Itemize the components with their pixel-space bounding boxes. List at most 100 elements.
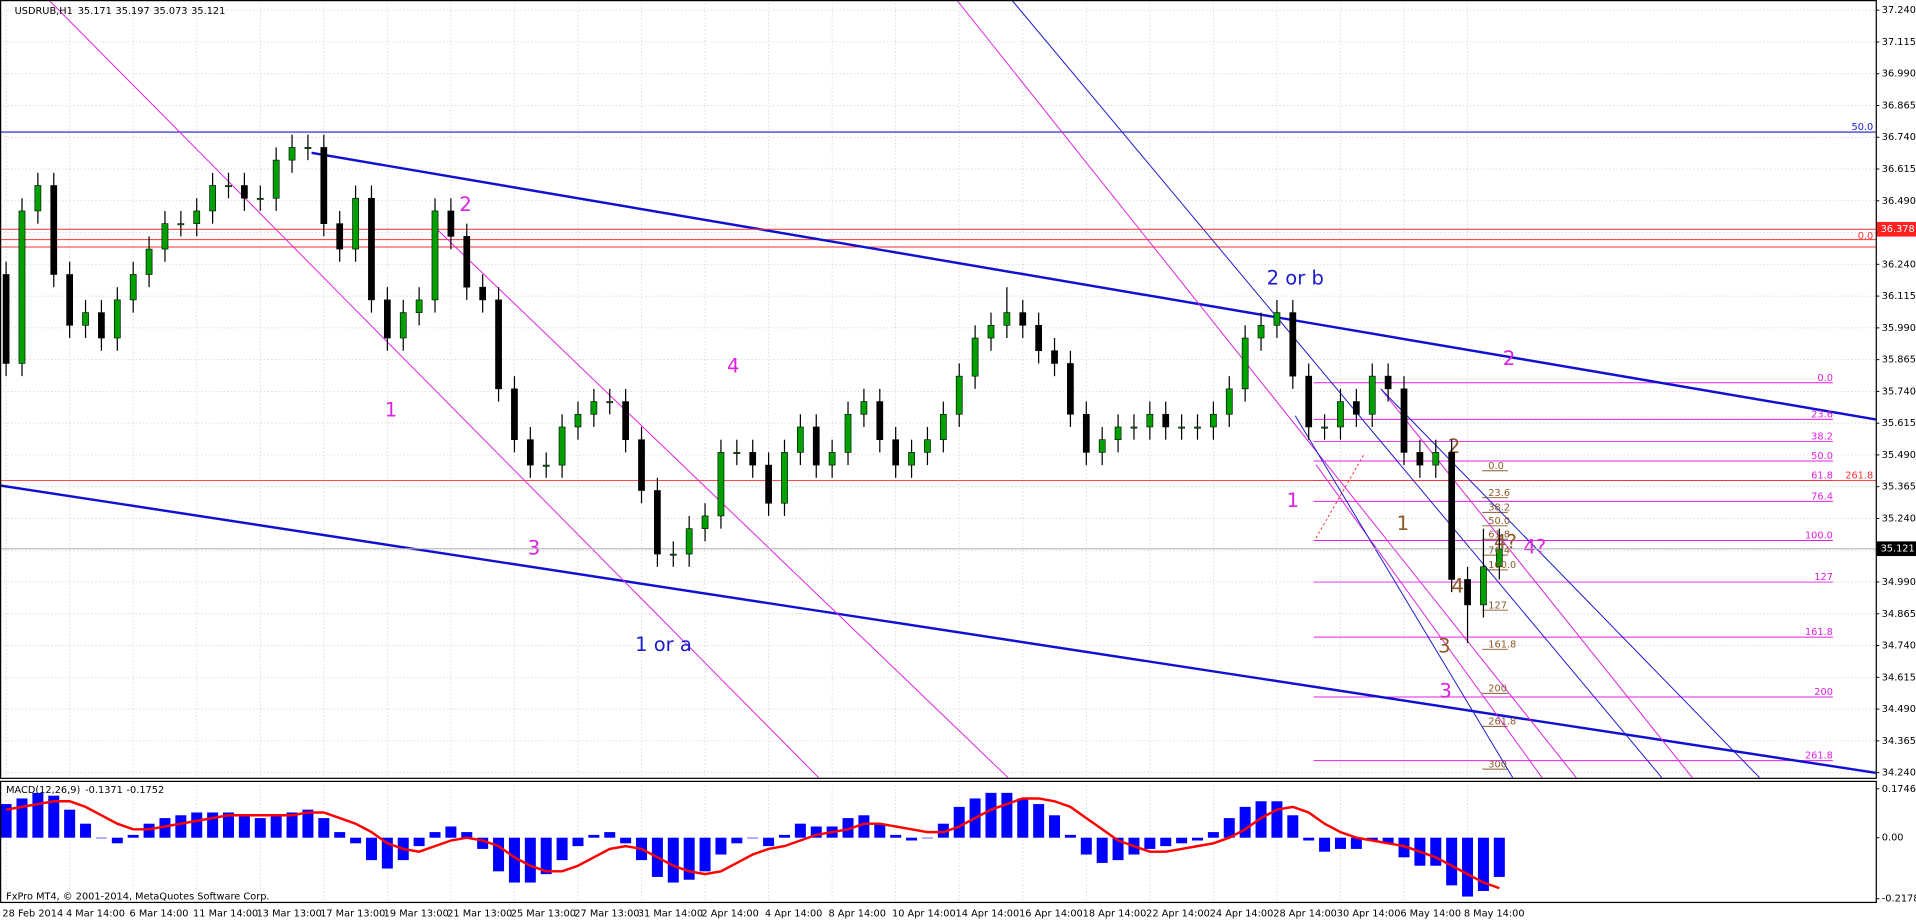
- macd-bar: [1017, 798, 1029, 838]
- candle-body: [1289, 312, 1297, 377]
- wave-label: 1 or a: [635, 633, 692, 656]
- wave-label: 1: [385, 398, 397, 421]
- macd-bar: [254, 818, 266, 838]
- candle-body: [225, 185, 232, 188]
- candle-body: [1162, 413, 1170, 428]
- trend-line: [48, 0, 820, 779]
- x-tick-label: 25 Mar 13:00: [511, 908, 576, 919]
- macd-bar: [1382, 837, 1394, 844]
- x-tick-label: 11 Mar 14:00: [193, 908, 258, 919]
- macd-bar: [1446, 837, 1458, 886]
- fib-label: 261.8: [1845, 471, 1873, 482]
- y-tick-label: 34.740: [1882, 641, 1916, 652]
- candle-body: [1464, 579, 1471, 606]
- frame: [0, 0, 1877, 904]
- macd-bar: [0, 804, 12, 838]
- y-tick-label: 36.490: [1882, 196, 1916, 207]
- x-tick-label: 21 Mar 13:00: [447, 908, 512, 919]
- macd-bar: [858, 815, 870, 838]
- x-tick-label: 16 Apr 14:00: [1019, 908, 1083, 919]
- candle-body: [1352, 401, 1360, 415]
- y-tick-label: 36.240: [1882, 259, 1916, 270]
- candle-body: [606, 401, 614, 404]
- y-tick-label: 35.865: [1882, 355, 1916, 366]
- fib-label: 261.8: [1488, 716, 1516, 727]
- macd-bar: [223, 812, 235, 838]
- wave-label: 2: [1503, 347, 1515, 370]
- candle-body: [526, 439, 534, 466]
- candle-body: [1210, 413, 1217, 428]
- macd-bar: [667, 837, 679, 883]
- macd-bar: [381, 837, 393, 869]
- ohlc-value: 35.121: [191, 6, 225, 17]
- fib-label: 76.4: [1811, 491, 1833, 502]
- x-tick-label: 8 Apr 14:00: [828, 908, 885, 919]
- y-tick-label: 0.1746: [1882, 784, 1916, 795]
- macd-bar: [159, 818, 171, 838]
- y-tick-label: -0.2178: [1882, 894, 1916, 905]
- macd-bar: [175, 815, 187, 838]
- macd-bar: [1112, 837, 1124, 861]
- candle-body: [320, 147, 328, 224]
- macd-bar: [238, 815, 250, 838]
- candle-body: [1019, 312, 1027, 326]
- macd-bar: [270, 815, 282, 838]
- macd-bar: [1096, 837, 1108, 863]
- wave-label: 3: [528, 537, 540, 560]
- x-tick-label: 18 Apr 14:00: [1083, 908, 1147, 919]
- y-tick-label: 36.115: [1882, 291, 1916, 302]
- macd-bar: [620, 837, 632, 844]
- y-tick-label: 34.615: [1882, 672, 1916, 683]
- macd-bar: [1207, 832, 1219, 838]
- candle-body: [50, 185, 58, 275]
- macd-bar: [985, 792, 997, 838]
- indicator-name: MACD(12,26,9): [6, 785, 80, 796]
- candle-body: [749, 452, 757, 466]
- candle-body: [955, 375, 963, 415]
- current-price-box: [1876, 541, 1916, 557]
- candle-body: [1400, 388, 1408, 453]
- candle-body: [860, 401, 868, 415]
- trend-line: [311, 151, 1876, 421]
- candle-body: [18, 210, 26, 364]
- fib-label: 38.2: [1488, 502, 1510, 513]
- trend-line: [0, 484, 1876, 775]
- macd-bar: [604, 832, 616, 838]
- candle-body: [1051, 350, 1058, 364]
- candle-body: [241, 185, 248, 199]
- candle-body: [177, 223, 185, 226]
- candle-body: [971, 337, 979, 377]
- macd-bar: [921, 837, 933, 839]
- macd-bar: [1462, 837, 1474, 897]
- x-tick-label: 14 Apr 14:00: [956, 908, 1020, 919]
- fib-label: 50.0: [1851, 122, 1873, 133]
- macd-bar: [890, 834, 902, 838]
- macd-bar: [953, 806, 965, 838]
- y-tick-label: 37.240: [1882, 5, 1916, 16]
- macd-bar: [493, 837, 505, 872]
- candle-body: [1194, 426, 1201, 429]
- macd-bar: [143, 823, 155, 838]
- wave-label: 1: [1287, 489, 1299, 512]
- candle-body: [34, 185, 42, 212]
- candle-body: [844, 413, 852, 453]
- macd-bar: [16, 798, 28, 838]
- macd-bar: [64, 809, 76, 838]
- ohlc-value: 35.073: [153, 6, 187, 17]
- candle-body: [574, 413, 582, 428]
- wave-label: 3: [1438, 634, 1450, 657]
- wave-label: 4: [727, 354, 739, 377]
- x-tick-label: 22 Apr 14:00: [1146, 908, 1210, 919]
- candle-body: [765, 464, 772, 504]
- x-tick-label: 10 Apr 14:00: [892, 908, 956, 919]
- macd-bar: [1160, 837, 1172, 847]
- x-tick-label: 30 Apr 14:00: [1337, 908, 1401, 919]
- candle-body: [781, 452, 788, 504]
- fib-label: 23.6: [1488, 488, 1510, 499]
- macd-bar: [1144, 837, 1156, 849]
- y-tick-label: 35.990: [1882, 323, 1916, 334]
- macd-bar: [699, 837, 711, 872]
- macd-bar: [1350, 837, 1362, 849]
